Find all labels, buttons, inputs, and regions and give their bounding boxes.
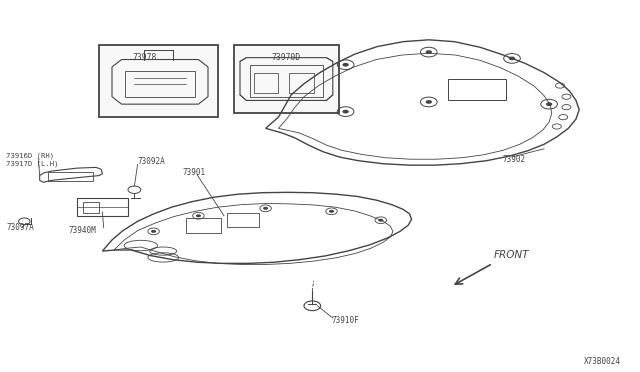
Text: 73970D: 73970D <box>272 53 301 62</box>
Text: FRONT: FRONT <box>494 250 529 260</box>
Circle shape <box>329 210 334 213</box>
Bar <box>227 213 259 227</box>
Bar <box>254 73 278 93</box>
Bar <box>186 218 221 232</box>
Bar <box>448 79 506 100</box>
Bar <box>99 45 218 117</box>
Text: 73097A: 73097A <box>6 223 34 232</box>
Text: 73901: 73901 <box>182 168 205 177</box>
Text: 73917D (L.H): 73917D (L.H) <box>6 161 59 167</box>
Text: X73B0024: X73B0024 <box>584 357 621 366</box>
Text: 73910F: 73910F <box>332 316 359 325</box>
Circle shape <box>426 50 432 54</box>
Text: 73902: 73902 <box>502 155 525 164</box>
Text: 73978: 73978 <box>132 53 156 62</box>
Bar <box>77 198 128 216</box>
Circle shape <box>342 110 349 113</box>
Text: 73940M: 73940M <box>68 226 96 235</box>
Bar <box>250 65 323 97</box>
Circle shape <box>196 214 201 217</box>
Circle shape <box>342 63 349 67</box>
Bar <box>125 71 195 97</box>
Text: 73916D (RH): 73916D (RH) <box>6 153 54 160</box>
Bar <box>234 45 339 113</box>
Circle shape <box>546 102 552 106</box>
Circle shape <box>263 207 268 210</box>
Bar <box>83 202 99 213</box>
Circle shape <box>151 230 156 233</box>
Bar <box>48 172 93 181</box>
Bar <box>289 73 314 93</box>
Text: 73092A: 73092A <box>138 157 165 166</box>
Circle shape <box>378 219 383 222</box>
Circle shape <box>426 100 432 104</box>
Circle shape <box>509 57 515 60</box>
